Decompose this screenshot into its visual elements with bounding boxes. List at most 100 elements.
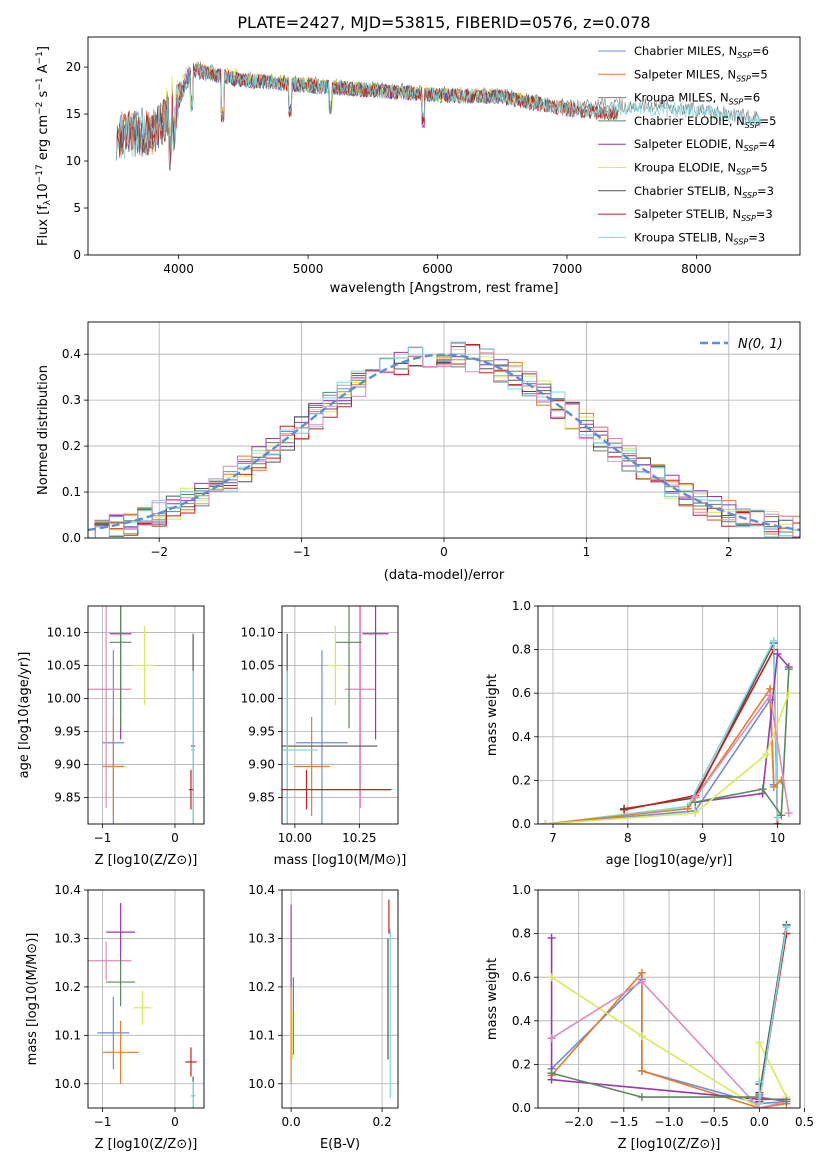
mass-weight-marker: [547, 973, 556, 982]
legend-label: Kroupa STELIB, NSSP=3: [634, 230, 765, 246]
x-tick-label: 10.25: [342, 831, 376, 845]
y-tick-label: 10.10: [47, 625, 81, 639]
plot-area: [88, 606, 196, 824]
massweight-vs-metallicity-panel: −2.0 −1.5 −1.0 −0.5 0.0 0.5 0.0 0.2 0.4 0.6 0.8 1.0…: [485, 883, 814, 1152]
mass-weight-line: [545, 697, 775, 824]
legend-value: =5: [760, 114, 777, 128]
mass-weight-line: [695, 652, 790, 803]
x-tick-label: −2.0: [564, 1115, 593, 1129]
y-tick-label: 10.05: [47, 658, 81, 672]
mass-weight-marker: [782, 923, 791, 932]
mass-weight-line: [551, 980, 787, 1108]
legend-name: Chabrier STELIB, N: [634, 184, 742, 198]
x-tick-label: −2: [150, 545, 168, 559]
x-tick-label: 0.5: [795, 1115, 814, 1129]
x-tick-label: 2: [725, 545, 733, 559]
legend-value: =5: [751, 161, 768, 175]
x-axis-label: Z [log10(Z/Z⊙)]: [618, 1137, 721, 1152]
x-tick-label: −0.5: [700, 1115, 729, 1129]
y-tick-label: 0.0: [512, 817, 531, 831]
mass-weight-line: [551, 976, 788, 1108]
plot-area: [282, 606, 392, 824]
y-tick-label: 0.1: [62, 485, 81, 499]
y-tick-label: 9.85: [54, 791, 81, 805]
y-tick-label: 0: [73, 248, 81, 262]
y-tick-label: 0.6: [512, 686, 531, 700]
y-tick-label: 0.6: [512, 970, 531, 984]
normal-curve: [88, 353, 800, 532]
axes-frame: [87, 36, 801, 256]
residual-histogram: [88, 343, 800, 538]
x-tick-label: 10.00: [278, 831, 312, 845]
mass-weight-marker: [637, 1093, 646, 1102]
y-tick-label: 0.8: [512, 643, 531, 657]
y-tick-label: 1.0: [512, 599, 531, 613]
legend-value: =6: [752, 44, 769, 58]
x-tick-label: 4000: [163, 262, 194, 276]
y-tick-label: 10.2: [248, 980, 275, 994]
mass-weight-marker: [691, 809, 700, 818]
y-axis-label-part: ]: [36, 46, 51, 51]
x-tick-label: −1: [94, 1115, 112, 1129]
y-axis-label-part: λ: [43, 199, 53, 205]
y-axis-label-part: −2: [35, 102, 45, 115]
y-tick-label: 10.1: [248, 1028, 275, 1042]
x-tick-label: 0.0: [750, 1115, 769, 1129]
y-axis-label-part: s: [36, 90, 51, 101]
legend-label: Salpeter STELIB, NSSP=3: [634, 207, 773, 223]
mass-weight-marker: [784, 809, 793, 818]
mass-weight-marker: [620, 805, 629, 814]
plot-area: [547, 920, 791, 1108]
x-tick-label: −1: [293, 545, 311, 559]
y-tick-label: 10.00: [241, 691, 275, 705]
y-tick-label: 5: [73, 201, 81, 215]
x-axis-label: wavelength [Angstrom, rest frame]: [330, 281, 559, 296]
legend-value: =4: [758, 137, 775, 151]
legend-name: Kroupa MILES, N: [634, 91, 729, 105]
mass-weight-marker: [541, 820, 550, 824]
y-tick-label: 10.2: [54, 980, 81, 994]
y-axis-label: Flux [fλ10−17 erg cm−2 s−1 A−1]: [35, 46, 53, 246]
axes-frame: [281, 605, 399, 825]
legend-sub: SSP: [744, 144, 759, 153]
legend-label: Chabrier MILES, NSSP=6: [634, 44, 769, 60]
x-tick-label: 0: [171, 1115, 179, 1129]
x-tick-label: 0: [440, 545, 448, 559]
legend-sub: SSP: [742, 191, 757, 200]
mass-weight-marker: [784, 665, 793, 674]
axes-frame: [537, 605, 801, 825]
y-axis-label-part: −1: [35, 51, 45, 64]
mass-weight-marker: [784, 689, 793, 698]
y-tick-label: 10.3: [248, 931, 275, 945]
y-tick-label: 0.3: [62, 393, 81, 407]
y-tick-label: 15: [66, 107, 81, 121]
residual-histogram: [88, 346, 800, 538]
y-axis-label: mass weight: [485, 674, 500, 756]
residual-histogram: [88, 346, 800, 538]
legend-label: N(0, 1): [738, 337, 783, 352]
mass-weight-marker: [777, 811, 786, 820]
mass-vs-ebv-panel: 0.0 0.2 10.0 10.1 10.2 10.3 10.4 E(B-V): [248, 883, 399, 1152]
mass-weight-marker: [547, 933, 556, 942]
mass-weight-marker: [637, 968, 646, 977]
y-tick-label: 10.3: [54, 931, 81, 945]
x-tick-label: 6000: [422, 262, 453, 276]
y-tick-label: 9.95: [248, 725, 275, 739]
y-tick-label: 0.0: [62, 531, 81, 545]
y-tick-label: 10.0: [54, 1077, 81, 1091]
y-tick-label: 10.00: [47, 691, 81, 705]
x-tick-label: 1: [583, 545, 591, 559]
legend-sub: SSP: [729, 98, 744, 107]
legend-sub: SSP: [736, 74, 751, 83]
x-tick-label: 0.2: [373, 1115, 392, 1129]
legend-sub: SSP: [737, 51, 752, 60]
y-tick-label: 9.90: [248, 758, 275, 772]
spectrum-line: [116, 62, 619, 164]
y-tick-label: 0.4: [512, 1014, 531, 1028]
legend-name: Salpeter STELIB, N: [634, 207, 741, 221]
age-vs-mass-panel: 10.00 10.25 9.85 9.90 9.95 10.00 10.05 10.10 mas…: [241, 605, 406, 868]
legend-sub: SSP: [745, 121, 760, 130]
plot-area: [290, 899, 391, 1099]
